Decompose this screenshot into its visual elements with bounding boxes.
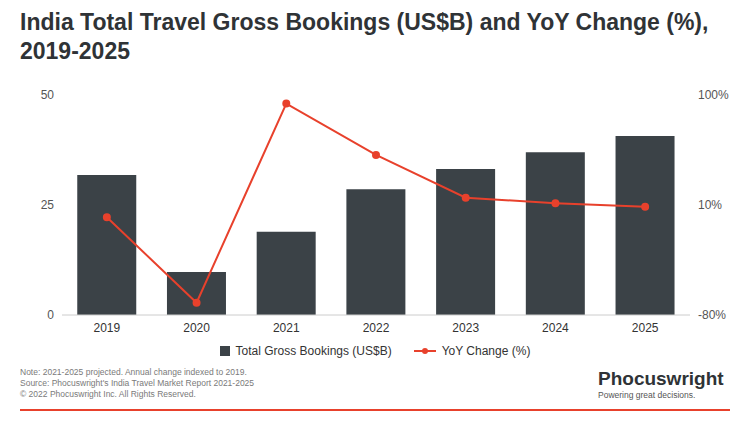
svg-text:2022: 2022: [363, 321, 390, 335]
svg-text:50: 50: [41, 88, 55, 102]
svg-text:2021: 2021: [273, 321, 300, 335]
html-text:Total Gross Bookings (US$B): Total Gross Bookings (US$B): [235, 344, 392, 358]
svg-text:0: 0: [47, 308, 54, 322]
svg-text:2019: 2019: [94, 321, 121, 335]
svg-text:100%: 100%: [698, 88, 729, 102]
html-text:Phocuswright: Phocuswright: [598, 368, 724, 389]
svg-text:2020: 2020: [183, 321, 210, 335]
svg-text:10%: 10%: [698, 198, 722, 212]
html-text:Note: 2021-2025 projected. Ann: Note: 2021-2025 projected. Annual change…: [20, 367, 247, 377]
html-text:© 2022 Phocuswright Inc. All R: © 2022 Phocuswright Inc. All Rights Rese…: [20, 389, 196, 399]
html-text:Source: Phocuswright's India T: Source: Phocuswright's India Travel Mark…: [20, 378, 255, 388]
svg-text:2024: 2024: [542, 321, 569, 335]
html-text:Powering great decisions.: Powering great decisions.: [598, 390, 696, 400]
svg-text:-80%: -80%: [698, 308, 726, 322]
svg-text:2023: 2023: [452, 321, 479, 335]
svg-text:25: 25: [41, 198, 55, 212]
svg-text:2025: 2025: [632, 321, 659, 335]
html-text:India Total Travel Gross Booki: India Total Travel Gross Bookings (US$B)…: [20, 9, 709, 64]
html-text:YoY Change (%): YoY Change (%): [441, 344, 531, 358]
